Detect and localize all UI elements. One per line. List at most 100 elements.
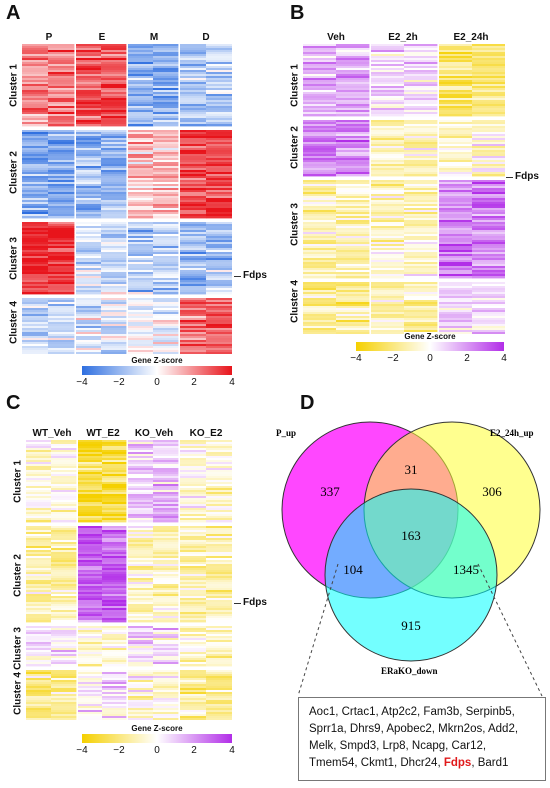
heatmap-cell xyxy=(206,658,232,661)
heatmap-cell xyxy=(303,50,337,53)
heatmap-cell xyxy=(371,44,405,47)
heatmap-cell xyxy=(102,508,127,511)
heatmap-cell xyxy=(472,220,505,223)
heatmap-cell xyxy=(78,598,103,601)
heatmap-cell xyxy=(153,312,179,315)
heatmap-cell xyxy=(48,330,75,333)
heatmap-cell xyxy=(128,536,154,539)
heatmap-cell xyxy=(439,48,473,51)
heatmap-cell xyxy=(206,616,232,619)
heatmap-cell xyxy=(48,66,75,69)
heatmap-cell xyxy=(404,174,438,177)
heatmap-cell xyxy=(76,162,102,165)
heatmap-cell xyxy=(439,286,473,289)
heatmap-cell xyxy=(180,332,207,335)
heatmap-cell xyxy=(303,90,337,93)
heatmap-cell xyxy=(439,330,473,333)
heatmap-cell xyxy=(102,610,127,613)
heatmap-cell xyxy=(153,122,179,125)
heatmap-cell xyxy=(128,582,154,585)
heatmap-cell xyxy=(206,302,232,305)
heatmap-cell xyxy=(22,164,49,167)
heatmap-cell xyxy=(206,46,232,49)
heatmap-cell xyxy=(153,682,179,685)
heatmap-cell xyxy=(180,626,207,629)
heatmap-cell xyxy=(26,696,52,699)
heatmap-cell xyxy=(180,636,207,639)
heatmap-cell xyxy=(303,86,337,89)
heatmap-cell xyxy=(48,328,75,331)
heatmap-cell xyxy=(76,130,102,133)
heatmap-cell xyxy=(48,94,75,97)
heatmap-cell xyxy=(48,44,75,47)
heatmap-cell xyxy=(76,146,102,149)
heatmap-cell xyxy=(180,290,207,293)
venn-label-erako-down: ERaKO_down xyxy=(381,666,438,676)
heatmap-cell xyxy=(336,260,370,263)
heatmap-cell xyxy=(180,482,207,485)
heatmap-cell xyxy=(180,70,207,73)
heatmap-cell xyxy=(206,634,232,637)
heatmap-cell xyxy=(76,208,102,211)
heatmap-cell xyxy=(206,526,232,529)
heatmap-cell xyxy=(472,250,505,253)
heatmap-cell xyxy=(180,284,207,287)
heatmap-cell xyxy=(439,156,473,159)
heatmap-cell xyxy=(128,552,154,555)
heatmap-cell xyxy=(153,284,179,287)
heatmap-cell xyxy=(439,132,473,135)
heatmap-cell xyxy=(128,464,154,467)
heatmap-cell xyxy=(76,290,102,293)
heatmap-cell xyxy=(439,92,473,95)
heatmap-cell xyxy=(153,450,179,453)
heatmap-cell xyxy=(26,478,52,481)
heatmap-cell xyxy=(439,200,473,203)
heatmap-cell xyxy=(439,102,473,105)
heatmap-cell xyxy=(153,604,179,607)
heatmap-cell xyxy=(206,158,232,161)
heatmap-cell xyxy=(128,678,154,681)
heatmap-cell xyxy=(102,648,127,651)
heatmap-cell xyxy=(51,704,77,707)
heatmap-cell xyxy=(128,252,154,255)
heatmap-cell xyxy=(404,124,438,127)
heatmap-cell xyxy=(22,254,49,257)
heatmap-cell xyxy=(180,212,207,215)
heatmap-cell xyxy=(76,298,102,301)
heatmap-cell xyxy=(76,236,102,239)
heatmap-cell xyxy=(22,54,49,57)
heatmap-cell xyxy=(439,224,473,227)
heatmap-cell xyxy=(101,186,127,189)
heatmap-cell xyxy=(76,244,102,247)
heatmap-cell xyxy=(206,672,232,675)
heatmap-cell xyxy=(128,56,154,59)
heatmap-cell xyxy=(76,110,102,113)
heatmap-cell xyxy=(439,160,473,163)
heatmap-cell xyxy=(48,78,75,81)
heatmap-cell xyxy=(101,56,127,59)
heatmap-cell xyxy=(101,72,127,75)
heatmap-cell xyxy=(101,192,127,195)
heatmap-cell xyxy=(22,194,49,197)
heatmap-cell xyxy=(153,118,179,121)
heatmap-cell xyxy=(78,518,103,521)
heatmap-cell xyxy=(51,706,77,709)
heatmap-cell xyxy=(76,200,102,203)
heatmap-cell xyxy=(51,526,77,529)
heatmap-cell xyxy=(76,154,102,157)
heatmap-cell xyxy=(102,684,127,687)
heatmap-cell xyxy=(102,572,127,575)
heatmap-cell xyxy=(48,284,75,287)
panel-b-cluster-4: Cluster 4 xyxy=(289,280,301,323)
heatmap-cell xyxy=(128,274,154,277)
heatmap-cell xyxy=(153,696,179,699)
heatmap-cell xyxy=(22,210,49,213)
heatmap-cell xyxy=(303,52,337,55)
heatmap-cell xyxy=(153,706,179,709)
heatmap-cell xyxy=(303,186,337,189)
heatmap-cell xyxy=(22,328,49,331)
heatmap-cell xyxy=(206,208,232,211)
heatmap-cell xyxy=(26,590,52,593)
venn-diagram: P_up E2_24h_up ERaKO_down 337 31 306 163… xyxy=(276,421,541,676)
heatmap-cell xyxy=(101,156,127,159)
